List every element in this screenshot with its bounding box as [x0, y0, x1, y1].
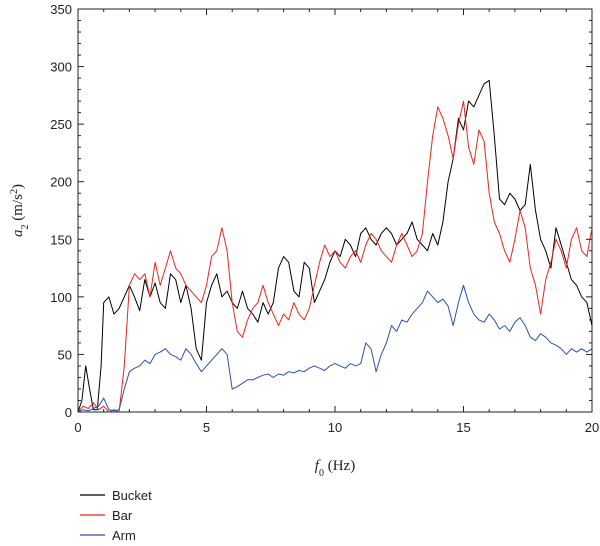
y-axis-ticks: 0 50 100 150 200 250 300 350: [50, 2, 592, 420]
x-tick-label: 0: [74, 420, 81, 435]
legend-label-bar: Bar: [112, 508, 133, 523]
y-tick-label: 250: [50, 117, 72, 132]
series-line-bar: [77, 100, 593, 413]
plot-area: 0 5 10 15 20 0 50 100 150 200 250 300 350: [50, 2, 599, 435]
y-axis-unit: (m/s: [10, 194, 26, 225]
x-tick-label: 10: [328, 420, 342, 435]
y-tick-label: 50: [58, 347, 72, 362]
y-tick-label: 150: [50, 232, 72, 247]
legend: Bucket Bar Arm: [80, 488, 152, 543]
x-axis-title: f0 (Hz): [315, 458, 355, 479]
series-line-bucket: [77, 79, 593, 413]
y-tick-label: 300: [50, 60, 72, 75]
series-group: [77, 79, 593, 413]
x-axis-unit: (Hz): [324, 458, 355, 474]
series-line-arm: [77, 284, 593, 413]
y-tick-label: 0: [65, 405, 72, 420]
plot-frame: [77, 8, 593, 413]
y-axis-subscript: 2: [20, 224, 31, 229]
x-tick-label: 5: [203, 420, 210, 435]
y-axis-unit-superscript: 2: [9, 189, 20, 194]
x-axis-variable: f: [315, 458, 321, 474]
y-tick-label: 350: [50, 2, 72, 17]
y-tick-label: 200: [50, 175, 72, 190]
x-tick-label: 15: [456, 420, 470, 435]
x-axis-subscript: 0: [319, 468, 324, 479]
y-axis-title: a2 (m/s2): [9, 184, 31, 237]
y-axis-unit-close: ): [10, 184, 26, 189]
y-tick-label: 100: [50, 290, 72, 305]
x-axis-ticks: 0 5 10 15 20: [74, 9, 599, 435]
legend-label-bucket: Bucket: [112, 488, 152, 503]
x-tick-label: 20: [585, 420, 599, 435]
y-axis-variable: a: [10, 229, 26, 237]
legend-label-arm: Arm: [112, 528, 136, 543]
